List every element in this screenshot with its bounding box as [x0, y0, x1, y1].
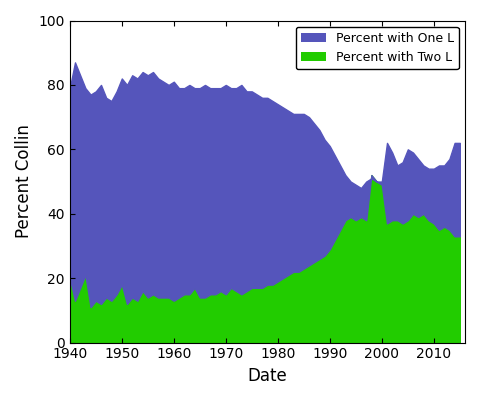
Y-axis label: Percent Collin: Percent Collin	[15, 125, 33, 238]
Legend: Percent with One L, Percent with Two L: Percent with One L, Percent with Two L	[296, 27, 459, 69]
X-axis label: Date: Date	[248, 367, 287, 385]
